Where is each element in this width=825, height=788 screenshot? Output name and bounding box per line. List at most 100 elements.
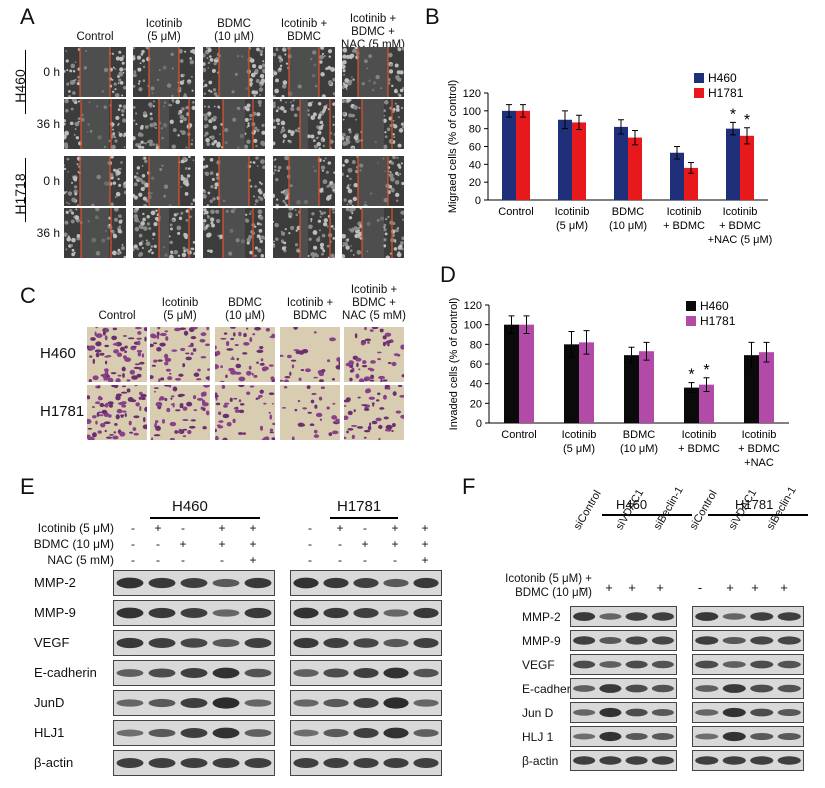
time-label: 36 h <box>36 226 60 240</box>
error-bar <box>618 119 624 135</box>
bar <box>628 137 642 200</box>
row-label: H1781 <box>40 403 85 420</box>
blot-strip <box>113 570 275 596</box>
x-tick-label: BDMC <box>623 429 655 441</box>
treatment-label: BDMC (10 μM) <box>33 537 114 551</box>
y-tick-label: 100 <box>463 106 481 118</box>
sign: + <box>391 521 399 535</box>
y-tick-label: 0 <box>476 418 482 430</box>
wound-image <box>203 47 265 97</box>
bar <box>759 352 774 423</box>
invasion-image <box>280 327 340 382</box>
bar <box>502 110 516 200</box>
blot-strip <box>290 750 442 776</box>
protein-label: HLJ 1 <box>522 730 554 744</box>
wound-image <box>133 208 195 258</box>
blot-strip <box>570 702 677 723</box>
treatment-label: Icotonib (5 μM) + BDMC (10 μM) <box>505 573 592 599</box>
column-header: BDMC (10 μM) <box>214 18 254 43</box>
bar <box>684 167 698 200</box>
wound-image <box>273 156 335 206</box>
column-header: Control <box>98 310 136 322</box>
blot-strip <box>570 606 677 627</box>
sign: + <box>421 537 429 551</box>
bar <box>519 324 534 423</box>
bar <box>614 126 628 200</box>
blot-strip <box>692 726 804 747</box>
x-tick-label: + BDMC <box>719 220 761 232</box>
error-bar <box>562 110 568 130</box>
sign: + <box>218 537 226 551</box>
column-header: Icotinib + BDMC <box>286 297 334 322</box>
wound-image <box>273 208 335 258</box>
y-tick-label: 80 <box>470 339 482 351</box>
blot-strip <box>570 726 677 747</box>
x-tick-label: (5 μM) <box>556 220 588 232</box>
protein-label: MMP-2 <box>34 575 76 590</box>
legend-label: H460 <box>700 299 729 313</box>
y-tick-label: 40 <box>469 159 481 171</box>
error-bar <box>628 346 635 364</box>
invasion-image <box>280 385 340 440</box>
column-header: Icotinib (5 μM) <box>161 297 199 322</box>
x-tick-label: + BDMC <box>663 220 705 232</box>
y-tick-label: 20 <box>469 177 481 189</box>
bar <box>699 384 714 423</box>
error-bar <box>506 104 512 118</box>
blot-strip <box>113 750 275 776</box>
blot-strip <box>113 660 275 686</box>
x-tick-label: (5 μM) <box>563 443 595 455</box>
bar <box>572 122 586 200</box>
x-tick-label: Icotinib <box>562 429 597 441</box>
wound-image <box>64 99 126 149</box>
sign: + <box>249 537 257 551</box>
protein-label: VEGF <box>34 635 70 650</box>
sign: - <box>156 537 160 551</box>
sign: + <box>179 537 187 551</box>
legend-swatch <box>686 301 696 311</box>
legend-label: H1781 <box>708 86 744 100</box>
protein-label: Jun D <box>522 706 554 720</box>
x-tick-label: (10 μM) <box>609 220 647 232</box>
column-header: Control <box>76 31 114 43</box>
bar <box>670 152 684 200</box>
sign: - <box>156 553 160 567</box>
sign: - <box>308 537 312 551</box>
error-bar <box>568 331 575 358</box>
treatment-label: Icotinib (5 μM) <box>37 521 114 535</box>
wound-image <box>203 208 265 258</box>
wound-image <box>133 99 195 149</box>
invasion-image <box>150 327 210 382</box>
protein-label: E-cadherin <box>34 665 97 680</box>
bar <box>624 355 639 423</box>
sign: + <box>656 580 664 595</box>
sign: - <box>580 580 586 595</box>
legend-swatch <box>694 73 704 83</box>
y-tick-label: 80 <box>469 124 481 136</box>
lane-label: siControl <box>571 488 604 532</box>
significance-star: * <box>703 362 709 379</box>
error-bar <box>523 315 530 335</box>
error-bar <box>643 341 650 361</box>
wound-image <box>203 156 265 206</box>
error-bar <box>730 121 736 136</box>
x-tick-label: Icotinib <box>667 206 702 218</box>
blot-strip <box>290 660 442 686</box>
x-tick-label: Control <box>498 206 533 218</box>
panel-label-b: B <box>425 4 440 29</box>
y-tick-label: 60 <box>469 142 481 154</box>
legend-swatch <box>686 316 696 326</box>
error-bar <box>674 146 680 160</box>
sign: - <box>308 521 312 535</box>
x-tick-label: +NAC <box>744 457 774 469</box>
sign: + <box>154 521 162 535</box>
invasion-image <box>87 327 147 382</box>
y-tick-label: 0 <box>475 195 481 207</box>
x-tick-label: BDMC <box>612 206 644 218</box>
blot-strip <box>570 630 677 651</box>
error-bar <box>576 114 582 131</box>
bar <box>726 128 740 200</box>
sign: + <box>421 553 429 567</box>
sign: - <box>697 580 703 595</box>
sign: - <box>363 553 367 567</box>
